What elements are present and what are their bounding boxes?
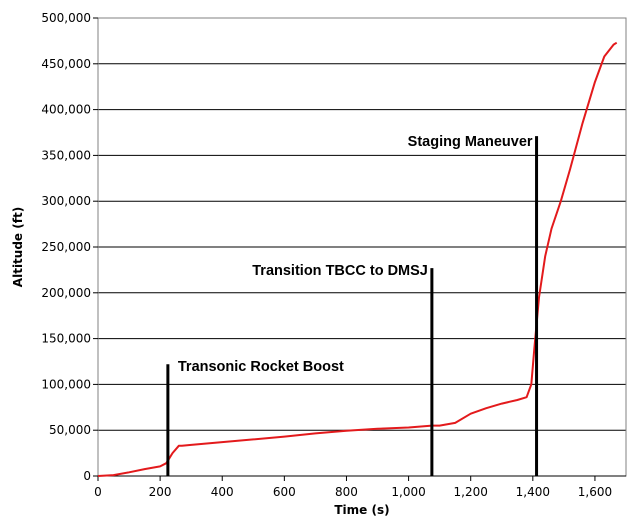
y-tick-label: 250,000 (41, 240, 91, 254)
y-tick-label: 0 (83, 469, 91, 483)
y-tick-label: 50,000 (49, 423, 91, 437)
annotation-label: Transonic Rocket Boost (178, 359, 344, 375)
altitude-series-line (97, 41, 618, 477)
y-tick-label: 500,000 (41, 11, 91, 25)
y-tick-label: 450,000 (41, 57, 91, 71)
x-axis: 0 200 400 600 800 1,000 1,200 1,400 1,600 (94, 475, 626, 499)
annotation-label: Transition TBCC to DMSJ (252, 263, 428, 279)
y-axis-title: Altitude (ft) (11, 207, 25, 287)
x-tick-label: 800 (335, 485, 358, 499)
x-tick-label: 400 (211, 485, 234, 499)
x-tick-label: 1,600 (578, 485, 612, 499)
x-tick-label: 600 (273, 485, 296, 499)
x-tick-label: 0 (94, 485, 102, 499)
y-tick-label: 300,000 (41, 194, 91, 208)
series-layer (97, 41, 618, 477)
x-tick-label: 1,400 (516, 485, 550, 499)
annotations: Transonic Rocket Boost Transition TBCC to… (166, 134, 539, 476)
y-tick-label: 150,000 (41, 332, 91, 346)
y-tick-label: 400,000 (41, 103, 91, 117)
x-axis-title: Time (s) (334, 503, 389, 517)
y-tick-label: 350,000 (41, 148, 91, 162)
x-tick-label: 1,000 (391, 485, 425, 499)
y-tick-label: 200,000 (41, 286, 91, 300)
x-tick-label: 200 (149, 485, 172, 499)
y-tick-label: 100,000 (41, 377, 91, 391)
y-axis: 0 50,000 100,000 150,000 200,000 250,000 300,0… (41, 11, 98, 483)
x-tick-label: 1,200 (454, 485, 488, 499)
annotation-label: Staging Maneuver (408, 134, 533, 150)
